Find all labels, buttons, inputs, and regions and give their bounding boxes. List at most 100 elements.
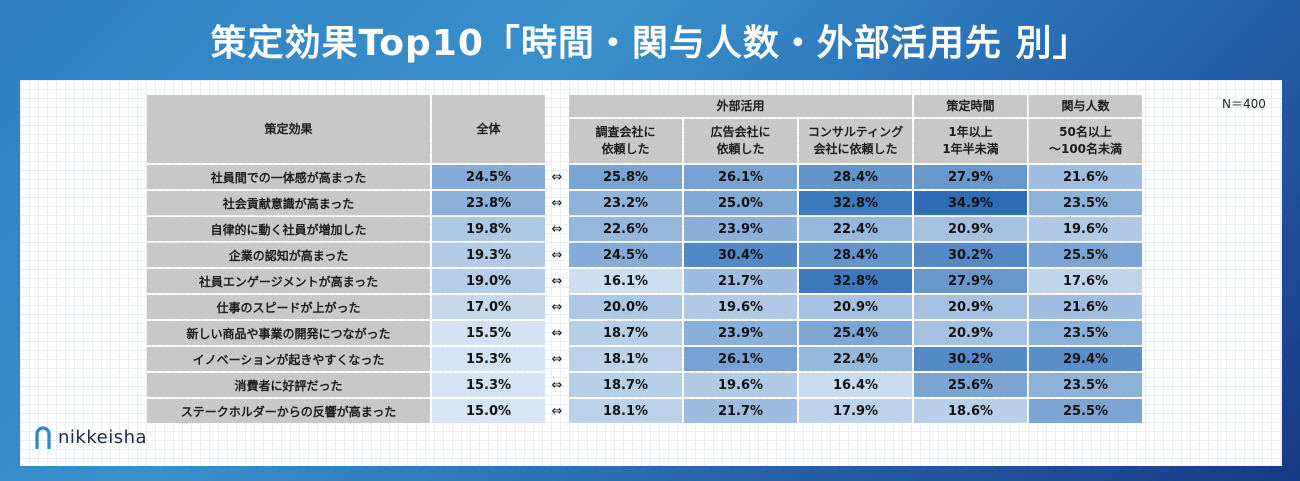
header-research-line2: 依頼した (601, 142, 650, 156)
effect-table: 策定効果 全体 外部活用 策定時間 関与人数 調査会社に 依頼した 広告会社に … (145, 93, 1144, 425)
cell-all: 17.0% (432, 295, 545, 319)
cell-research: 24.5% (569, 243, 682, 267)
header-ad-line1: 広告会社に (710, 125, 771, 139)
header-gap (547, 95, 567, 163)
cell-consult: 16.4% (799, 373, 912, 397)
compare-arrow-icon: ⇔ (551, 273, 563, 289)
page-title: 策定効果Top10「時間・関与人数・外部活用先 別」 (210, 23, 1090, 64)
compare-arrow-icon: ⇔ (551, 351, 563, 367)
cell-research: 20.0% (569, 295, 682, 319)
table-row: 消費者に好評だった 15.3% ⇔ 18.7% 19.6% 16.4% 25.6% 23.5% (147, 373, 1142, 397)
cell-time: 20.9% (914, 321, 1027, 345)
cell-time: 30.2% (914, 347, 1027, 371)
cell-consult: 25.4% (799, 321, 912, 345)
cell-all: 19.0% (432, 269, 545, 293)
row-label: 社員間での一体感が高まった (147, 165, 430, 189)
row-label: ステークホルダーからの反響が高まった (147, 399, 430, 423)
cell-people: 29.4% (1029, 347, 1142, 371)
row-label: 新しい商品や事業の開発につながった (147, 321, 430, 345)
table-row: 社員エンゲージメントが高まった 19.0% ⇔ 16.1% 21.7% 32.8% 27.9… (147, 269, 1142, 293)
cell-ad: 23.9% (684, 217, 797, 241)
table-row: 自律的に動く社員が増加した 19.8% ⇔ 22.6% 23.9% 22.4% 20.9% 1… (147, 217, 1142, 241)
header-people-group: 関与人数 (1029, 95, 1142, 117)
header-ad: 広告会社に 依頼した (684, 119, 797, 163)
cell-research: 16.1% (569, 269, 682, 293)
row-label: 消費者に好評だった (147, 373, 430, 397)
cell-research: 22.6% (569, 217, 682, 241)
cell-all: 15.3% (432, 373, 545, 397)
cell-ad: 30.4% (684, 243, 797, 267)
table-row: ステークホルダーからの反響が高まった 15.0% ⇔ 18.1% 21.7% 17.9% 1… (147, 399, 1142, 423)
table-row: 社員間での一体感が高まった 24.5% ⇔ 25.8% 26.1% 28.4% 27.9% 2… (147, 165, 1142, 189)
compare-arrow-icon: ⇔ (551, 299, 563, 315)
cell-research: 18.7% (569, 321, 682, 345)
compare-arrow-icon: ⇔ (551, 169, 563, 185)
cell-ad: 21.7% (684, 269, 797, 293)
cell-ad: 19.6% (684, 295, 797, 319)
compare-arrow-icon: ⇔ (551, 247, 563, 263)
cell-consult: 32.8% (799, 269, 912, 293)
cell-people: 17.6% (1029, 269, 1142, 293)
header-consult-line2: 会社に依頼した (813, 142, 898, 156)
cell-research: 18.1% (569, 347, 682, 371)
cell-time: 20.9% (914, 217, 1027, 241)
table-row: 仕事のスピードが上がった 17.0% ⇔ 20.0% 19.6% 20.9% 20.9% 21… (147, 295, 1142, 319)
sample-size-label: N＝400 (1222, 97, 1266, 111)
cell-ad: 25.0% (684, 191, 797, 215)
cell-time: 20.9% (914, 295, 1027, 319)
header-research: 調査会社に 依頼した (569, 119, 682, 163)
cell-ad: 26.1% (684, 165, 797, 189)
compare-arrow-icon: ⇔ (551, 325, 563, 341)
cell-consult: 17.9% (799, 399, 912, 423)
header-time-line1: 1年以上 (948, 125, 993, 139)
cell-all: 15.3% (432, 347, 545, 371)
cell-consult: 28.4% (799, 243, 912, 267)
header-consult: コンサルティング 会社に依頼した (799, 119, 912, 163)
cell-people: 23.5% (1029, 321, 1142, 345)
cell-time: 34.9% (914, 191, 1027, 215)
header-people: 50名以上 ～100名未満 (1029, 119, 1142, 163)
cell-time: 27.9% (914, 165, 1027, 189)
cell-ad: 23.9% (684, 321, 797, 345)
brand-logo: nikkeisha (34, 424, 147, 450)
header-time-group: 策定時間 (914, 95, 1027, 117)
cell-all: 19.8% (432, 217, 545, 241)
cell-time: 25.6% (914, 373, 1027, 397)
row-label: イノベーションが起きやすくなった (147, 347, 430, 371)
header-people-line1: 50名以上 (1059, 125, 1112, 139)
cell-consult: 32.8% (799, 191, 912, 215)
cell-consult: 22.4% (799, 347, 912, 371)
cell-research: 25.8% (569, 165, 682, 189)
cell-all: 24.5% (432, 165, 545, 189)
cell-time: 27.9% (914, 269, 1027, 293)
cell-all: 15.0% (432, 399, 545, 423)
row-label: 企業の認知が高まった (147, 243, 430, 267)
header-time-line2: 1年半未満 (942, 142, 999, 156)
row-label: 仕事のスピードが上がった (147, 295, 430, 319)
cell-people: 23.5% (1029, 191, 1142, 215)
cell-time: 18.6% (914, 399, 1027, 423)
cell-people: 21.6% (1029, 295, 1142, 319)
cell-time: 30.2% (914, 243, 1027, 267)
cell-people: 21.6% (1029, 165, 1142, 189)
table-row: イノベーションが起きやすくなった 15.3% ⇔ 18.1% 26.1% 22.4% 30.… (147, 347, 1142, 371)
header-time: 1年以上 1年半未満 (914, 119, 1027, 163)
cell-consult: 20.9% (799, 295, 912, 319)
cell-ad: 26.1% (684, 347, 797, 371)
table-body: 社員間での一体感が高まった 24.5% ⇔ 25.8% 26.1% 28.4% 27.9% 2… (147, 165, 1142, 423)
row-label: 自律的に動く社員が増加した (147, 217, 430, 241)
cell-research: 18.7% (569, 373, 682, 397)
header-ad-line2: 依頼した (716, 142, 765, 156)
cell-research: 23.2% (569, 191, 682, 215)
header-people-line2: ～100名未満 (1048, 142, 1123, 156)
row-label: 社会貢献意識が高まった (147, 191, 430, 215)
row-label: 社員エンゲージメントが高まった (147, 269, 430, 293)
cell-ad: 19.6% (684, 373, 797, 397)
compare-arrow-icon: ⇔ (551, 221, 563, 237)
cell-people: 19.6% (1029, 217, 1142, 241)
compare-arrow-icon: ⇔ (551, 403, 563, 419)
cell-people: 23.5% (1029, 373, 1142, 397)
compare-arrow-icon: ⇔ (551, 377, 563, 393)
header-all: 全体 (432, 95, 545, 163)
header-external-group: 外部活用 (569, 95, 912, 117)
